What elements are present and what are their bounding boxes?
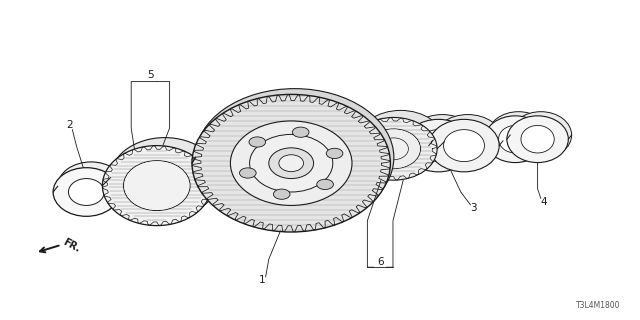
- Ellipse shape: [418, 130, 459, 162]
- Text: 5: 5: [147, 70, 154, 80]
- Ellipse shape: [124, 161, 189, 210]
- Ellipse shape: [367, 129, 420, 168]
- Ellipse shape: [68, 179, 104, 205]
- Text: 4: 4: [541, 196, 547, 207]
- Ellipse shape: [488, 112, 549, 158]
- Ellipse shape: [499, 125, 532, 153]
- Ellipse shape: [510, 112, 572, 158]
- Ellipse shape: [249, 137, 266, 147]
- Ellipse shape: [422, 125, 463, 157]
- Ellipse shape: [279, 155, 303, 172]
- Text: T3L4M1800: T3L4M1800: [576, 301, 621, 310]
- Ellipse shape: [250, 134, 333, 192]
- Ellipse shape: [433, 115, 503, 167]
- Ellipse shape: [134, 168, 180, 203]
- Ellipse shape: [132, 153, 198, 203]
- Ellipse shape: [192, 94, 390, 232]
- Ellipse shape: [507, 116, 568, 163]
- Ellipse shape: [102, 146, 211, 226]
- Ellipse shape: [239, 168, 256, 178]
- Ellipse shape: [195, 89, 394, 226]
- Text: 6: 6: [377, 257, 383, 268]
- Ellipse shape: [124, 161, 190, 211]
- Ellipse shape: [484, 116, 546, 163]
- Ellipse shape: [403, 119, 474, 172]
- Text: 1: 1: [259, 275, 266, 285]
- Ellipse shape: [292, 127, 309, 137]
- Ellipse shape: [273, 189, 290, 199]
- Text: FR.: FR.: [61, 237, 81, 254]
- Ellipse shape: [357, 110, 444, 173]
- Ellipse shape: [73, 173, 109, 200]
- Ellipse shape: [326, 148, 343, 158]
- Ellipse shape: [58, 162, 124, 211]
- Text: 2: 2: [66, 120, 72, 130]
- Ellipse shape: [53, 168, 120, 216]
- Ellipse shape: [374, 122, 428, 162]
- Ellipse shape: [502, 121, 535, 149]
- Ellipse shape: [230, 121, 352, 205]
- Ellipse shape: [521, 125, 554, 153]
- Ellipse shape: [429, 119, 499, 172]
- Ellipse shape: [524, 121, 557, 149]
- Ellipse shape: [317, 179, 333, 189]
- Ellipse shape: [367, 129, 420, 169]
- Ellipse shape: [407, 115, 477, 167]
- Ellipse shape: [350, 117, 437, 180]
- Ellipse shape: [447, 125, 488, 157]
- Ellipse shape: [269, 148, 314, 179]
- Ellipse shape: [111, 138, 220, 218]
- Ellipse shape: [444, 130, 484, 162]
- Text: 3: 3: [470, 203, 477, 213]
- Ellipse shape: [379, 138, 408, 160]
